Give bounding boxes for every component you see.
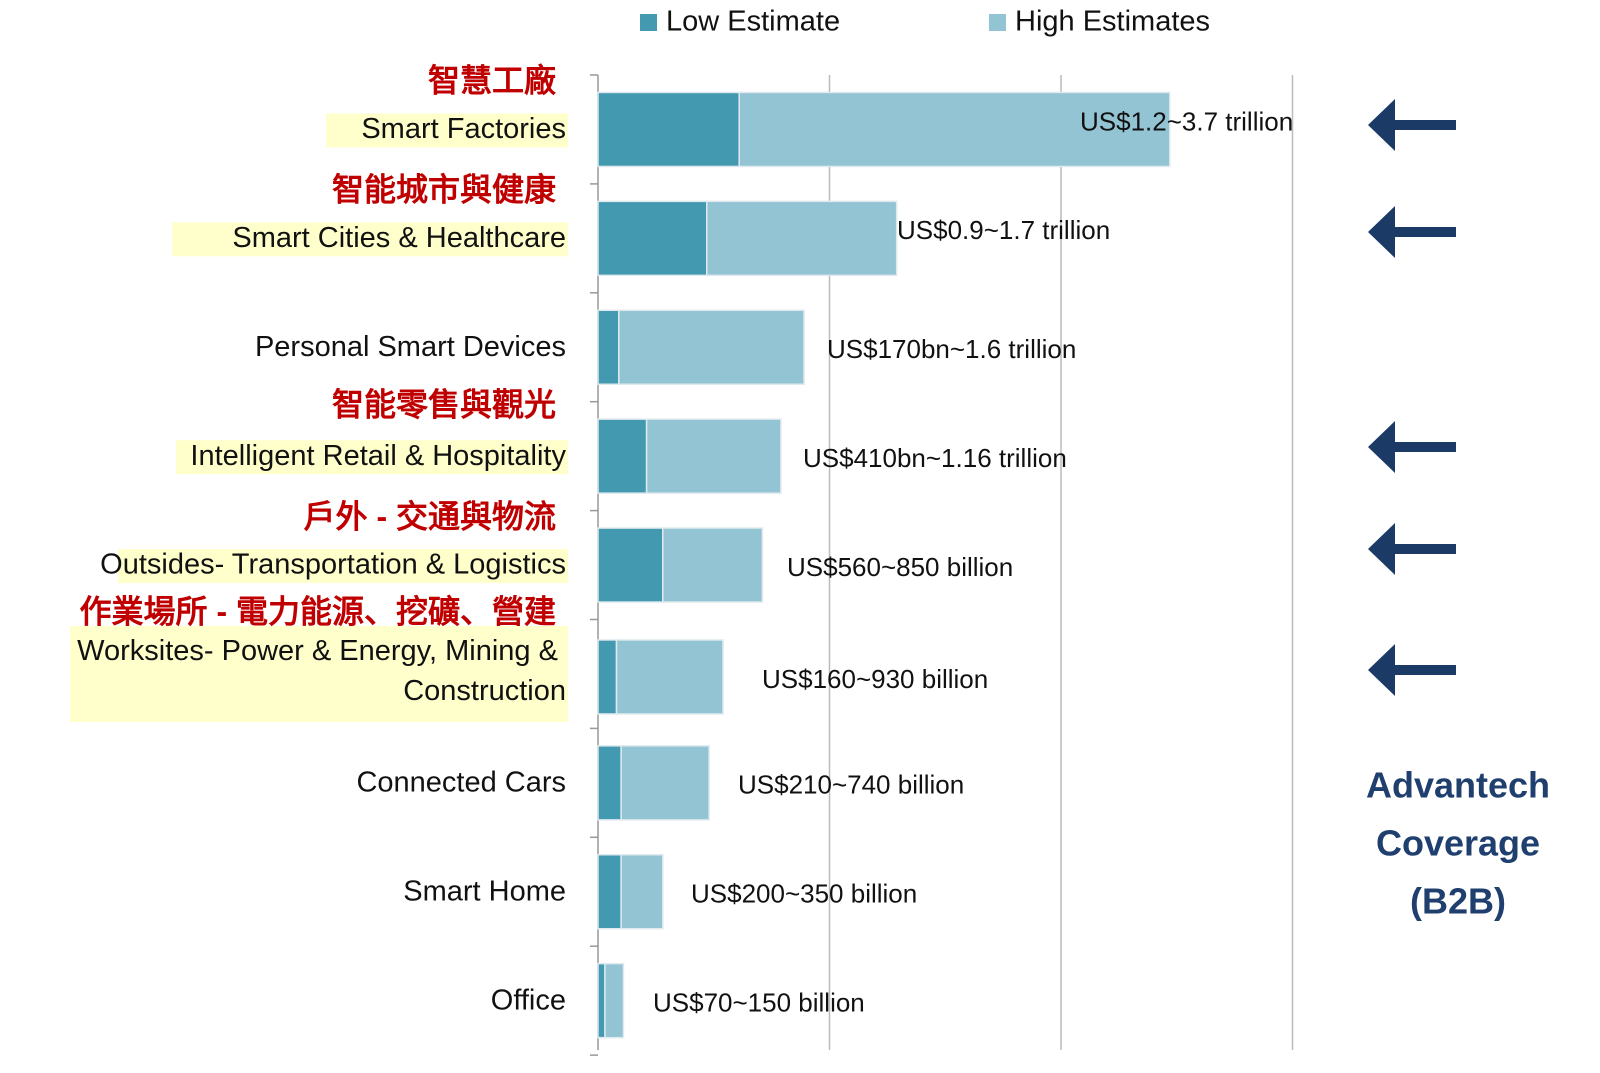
bar-annotation: US$560~850 billion (787, 552, 1013, 582)
bar-annotation: US$410bn~1.16 trillion (803, 443, 1067, 473)
coverage-arrow-shaft (1390, 665, 1456, 675)
legend-swatch (640, 14, 657, 31)
category-label: Intelligent Retail & Hospitality (190, 440, 566, 472)
bar-segment (662, 527, 764, 603)
category-label: Smart Factories (361, 113, 566, 145)
bar-segment (615, 639, 724, 715)
category-label: Office (491, 984, 566, 1016)
coverage-text: (B2B) (1410, 881, 1506, 922)
coverage-text: Advantech (1366, 765, 1550, 806)
legend-label: Low Estimate (666, 6, 840, 38)
bar-annotation: US$70~150 billion (653, 988, 865, 1018)
coverage-arrow-shaft (1390, 227, 1456, 237)
chinese-label: 智慧工廠 (428, 62, 556, 98)
bar-segment (597, 200, 708, 277)
bar-segment (597, 91, 740, 168)
bar-segment (604, 962, 625, 1039)
bar-segment (597, 418, 648, 494)
bar-segment (597, 527, 664, 603)
bar-annotation: US$0.9~1.7 trillion (897, 215, 1110, 245)
chinese-label: 戶外 - 交通與物流 (304, 498, 556, 534)
bar-annotation: US$210~740 billion (738, 770, 964, 800)
label-highlight (326, 113, 568, 148)
coverage-arrow-head (1368, 644, 1395, 696)
coverage-arrow-head (1368, 421, 1395, 473)
label-highlight (70, 626, 568, 722)
coverage-text: Coverage (1376, 823, 1540, 864)
bar-segment (738, 91, 1171, 168)
bar-segment (597, 309, 620, 385)
legend-swatch (989, 14, 1006, 31)
coverage-arrow-head (1368, 99, 1395, 151)
category-label: Worksites- Power & Energy, Mining & Cons… (77, 635, 566, 707)
bar-segment (597, 745, 622, 821)
category-label: Smart Home (403, 875, 566, 907)
bar-segment (618, 309, 805, 385)
category-label: Outsides- Transportation & Logistics (100, 549, 566, 581)
bar-segment (597, 962, 606, 1039)
bar-annotation: US$200~350 billion (691, 879, 917, 909)
bar-annotation: US$160~930 billion (762, 664, 988, 694)
bar-segment (620, 854, 664, 930)
bar-segment (645, 418, 782, 494)
bar-segment (597, 854, 622, 930)
coverage-arrow-shaft (1390, 120, 1456, 130)
coverage-arrow-shaft (1390, 442, 1456, 452)
chinese-label: 智能城市與健康 (332, 171, 557, 207)
coverage-arrow-head (1368, 523, 1395, 575)
label-highlight (176, 440, 568, 475)
bar-segment (620, 745, 710, 821)
category-label: Personal Smart Devices (255, 331, 566, 363)
bar-segment (597, 639, 618, 715)
coverage-arrow-shaft (1390, 544, 1456, 554)
label-highlight (172, 222, 568, 257)
bar-segment (706, 200, 898, 277)
coverage-arrow-head (1368, 206, 1395, 258)
chinese-label: 作業場所 - 電力能源、挖礦、營建 (80, 593, 556, 629)
category-label: Smart Cities & Healthcare (232, 222, 566, 254)
bar-annotation: US$170bn~1.6 trillion (827, 334, 1076, 364)
label-highlight (118, 549, 568, 584)
bar-annotation: US$1.2~3.7 trillion (1080, 106, 1293, 136)
legend-label: High Estimates (1015, 6, 1210, 38)
category-label: Connected Cars (356, 767, 566, 799)
chinese-label: 智能零售與觀光 (332, 386, 556, 422)
